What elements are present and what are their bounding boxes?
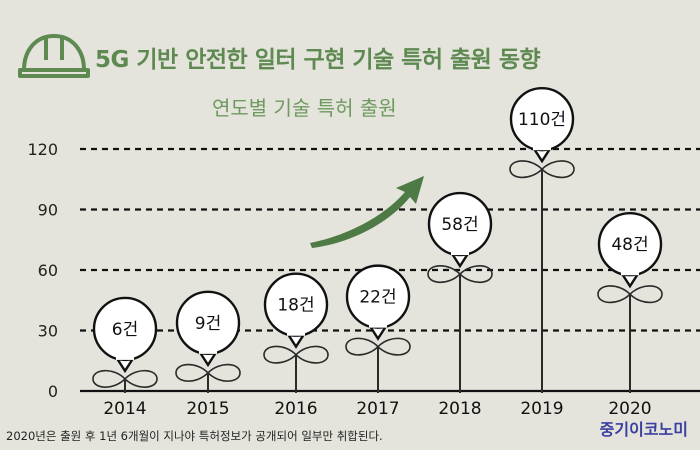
chart-title: 5G 기반 안전한 일터 구현 기술 특허 출원 동향 xyxy=(95,47,541,73)
leaf-left xyxy=(509,160,544,179)
bar-mark: 6건 2014 xyxy=(92,296,158,419)
data-label: 58건 xyxy=(441,215,478,235)
data-label: 48건 xyxy=(611,235,648,255)
bar-mark: 58건 2018 xyxy=(427,191,493,419)
y-tick-label: 60 xyxy=(38,261,58,280)
x-tick-label: 2016 xyxy=(274,399,317,419)
x-tick-label: 2019 xyxy=(520,399,563,419)
x-tick-label: 2018 xyxy=(438,399,481,419)
leaf-right xyxy=(123,369,158,388)
y-tick-label: 30 xyxy=(38,322,58,341)
data-label: 22건 xyxy=(359,288,396,308)
bar-mark: 22건 2017 xyxy=(345,264,411,419)
data-label: 110건 xyxy=(518,110,566,130)
bubble-tail-cover xyxy=(199,347,217,354)
bubble-tail-cover xyxy=(621,269,639,276)
bar-mark: 48건 2020 xyxy=(597,211,663,419)
y-tick-label: 120 xyxy=(27,140,58,159)
data-label: 6건 xyxy=(112,320,138,340)
leaf-right xyxy=(206,363,241,382)
chart-subtitle: 연도별 기술 특허 출원 xyxy=(212,96,397,120)
bar-mark: 9건 2015 xyxy=(175,290,241,419)
x-tick-label: 2017 xyxy=(356,399,399,419)
x-tick-label: 2020 xyxy=(608,399,651,419)
bubble-tail-cover xyxy=(287,329,305,336)
bubble-tail-cover xyxy=(451,249,469,256)
bubble-tail-cover xyxy=(116,353,134,360)
leaf-right xyxy=(540,160,575,179)
leaf-right xyxy=(458,264,493,284)
y-tick-label: 0 xyxy=(48,382,58,401)
leaf-left xyxy=(175,363,210,382)
bubble-tail-cover xyxy=(533,144,551,151)
leaf-right xyxy=(628,285,663,304)
hard-hat-icon xyxy=(18,33,90,78)
x-tick-label: 2015 xyxy=(186,399,229,419)
bubble-tail-cover xyxy=(369,321,387,328)
data-label: 9건 xyxy=(195,314,221,334)
leaf-left xyxy=(597,285,632,304)
y-tick-label: 90 xyxy=(38,201,58,220)
bar-mark: 18건 2016 xyxy=(263,272,329,419)
publisher-logo: 중기이코노미 xyxy=(599,420,688,439)
leaf-right xyxy=(376,337,411,356)
leaf-left xyxy=(345,337,380,356)
data-label: 18건 xyxy=(277,296,314,316)
leaf-right xyxy=(294,345,329,364)
footnote: 2020년은 출원 후 1년 6개월이 지나야 특허정보가 공개되어 일부만 취… xyxy=(6,429,383,443)
x-tick-label: 2014 xyxy=(103,399,146,419)
trend-arrow xyxy=(310,176,424,248)
leaf-left xyxy=(92,369,127,388)
leaf-left xyxy=(427,264,462,284)
bar-mark: 110건 2019 xyxy=(509,86,575,419)
leaf-left xyxy=(263,345,298,364)
